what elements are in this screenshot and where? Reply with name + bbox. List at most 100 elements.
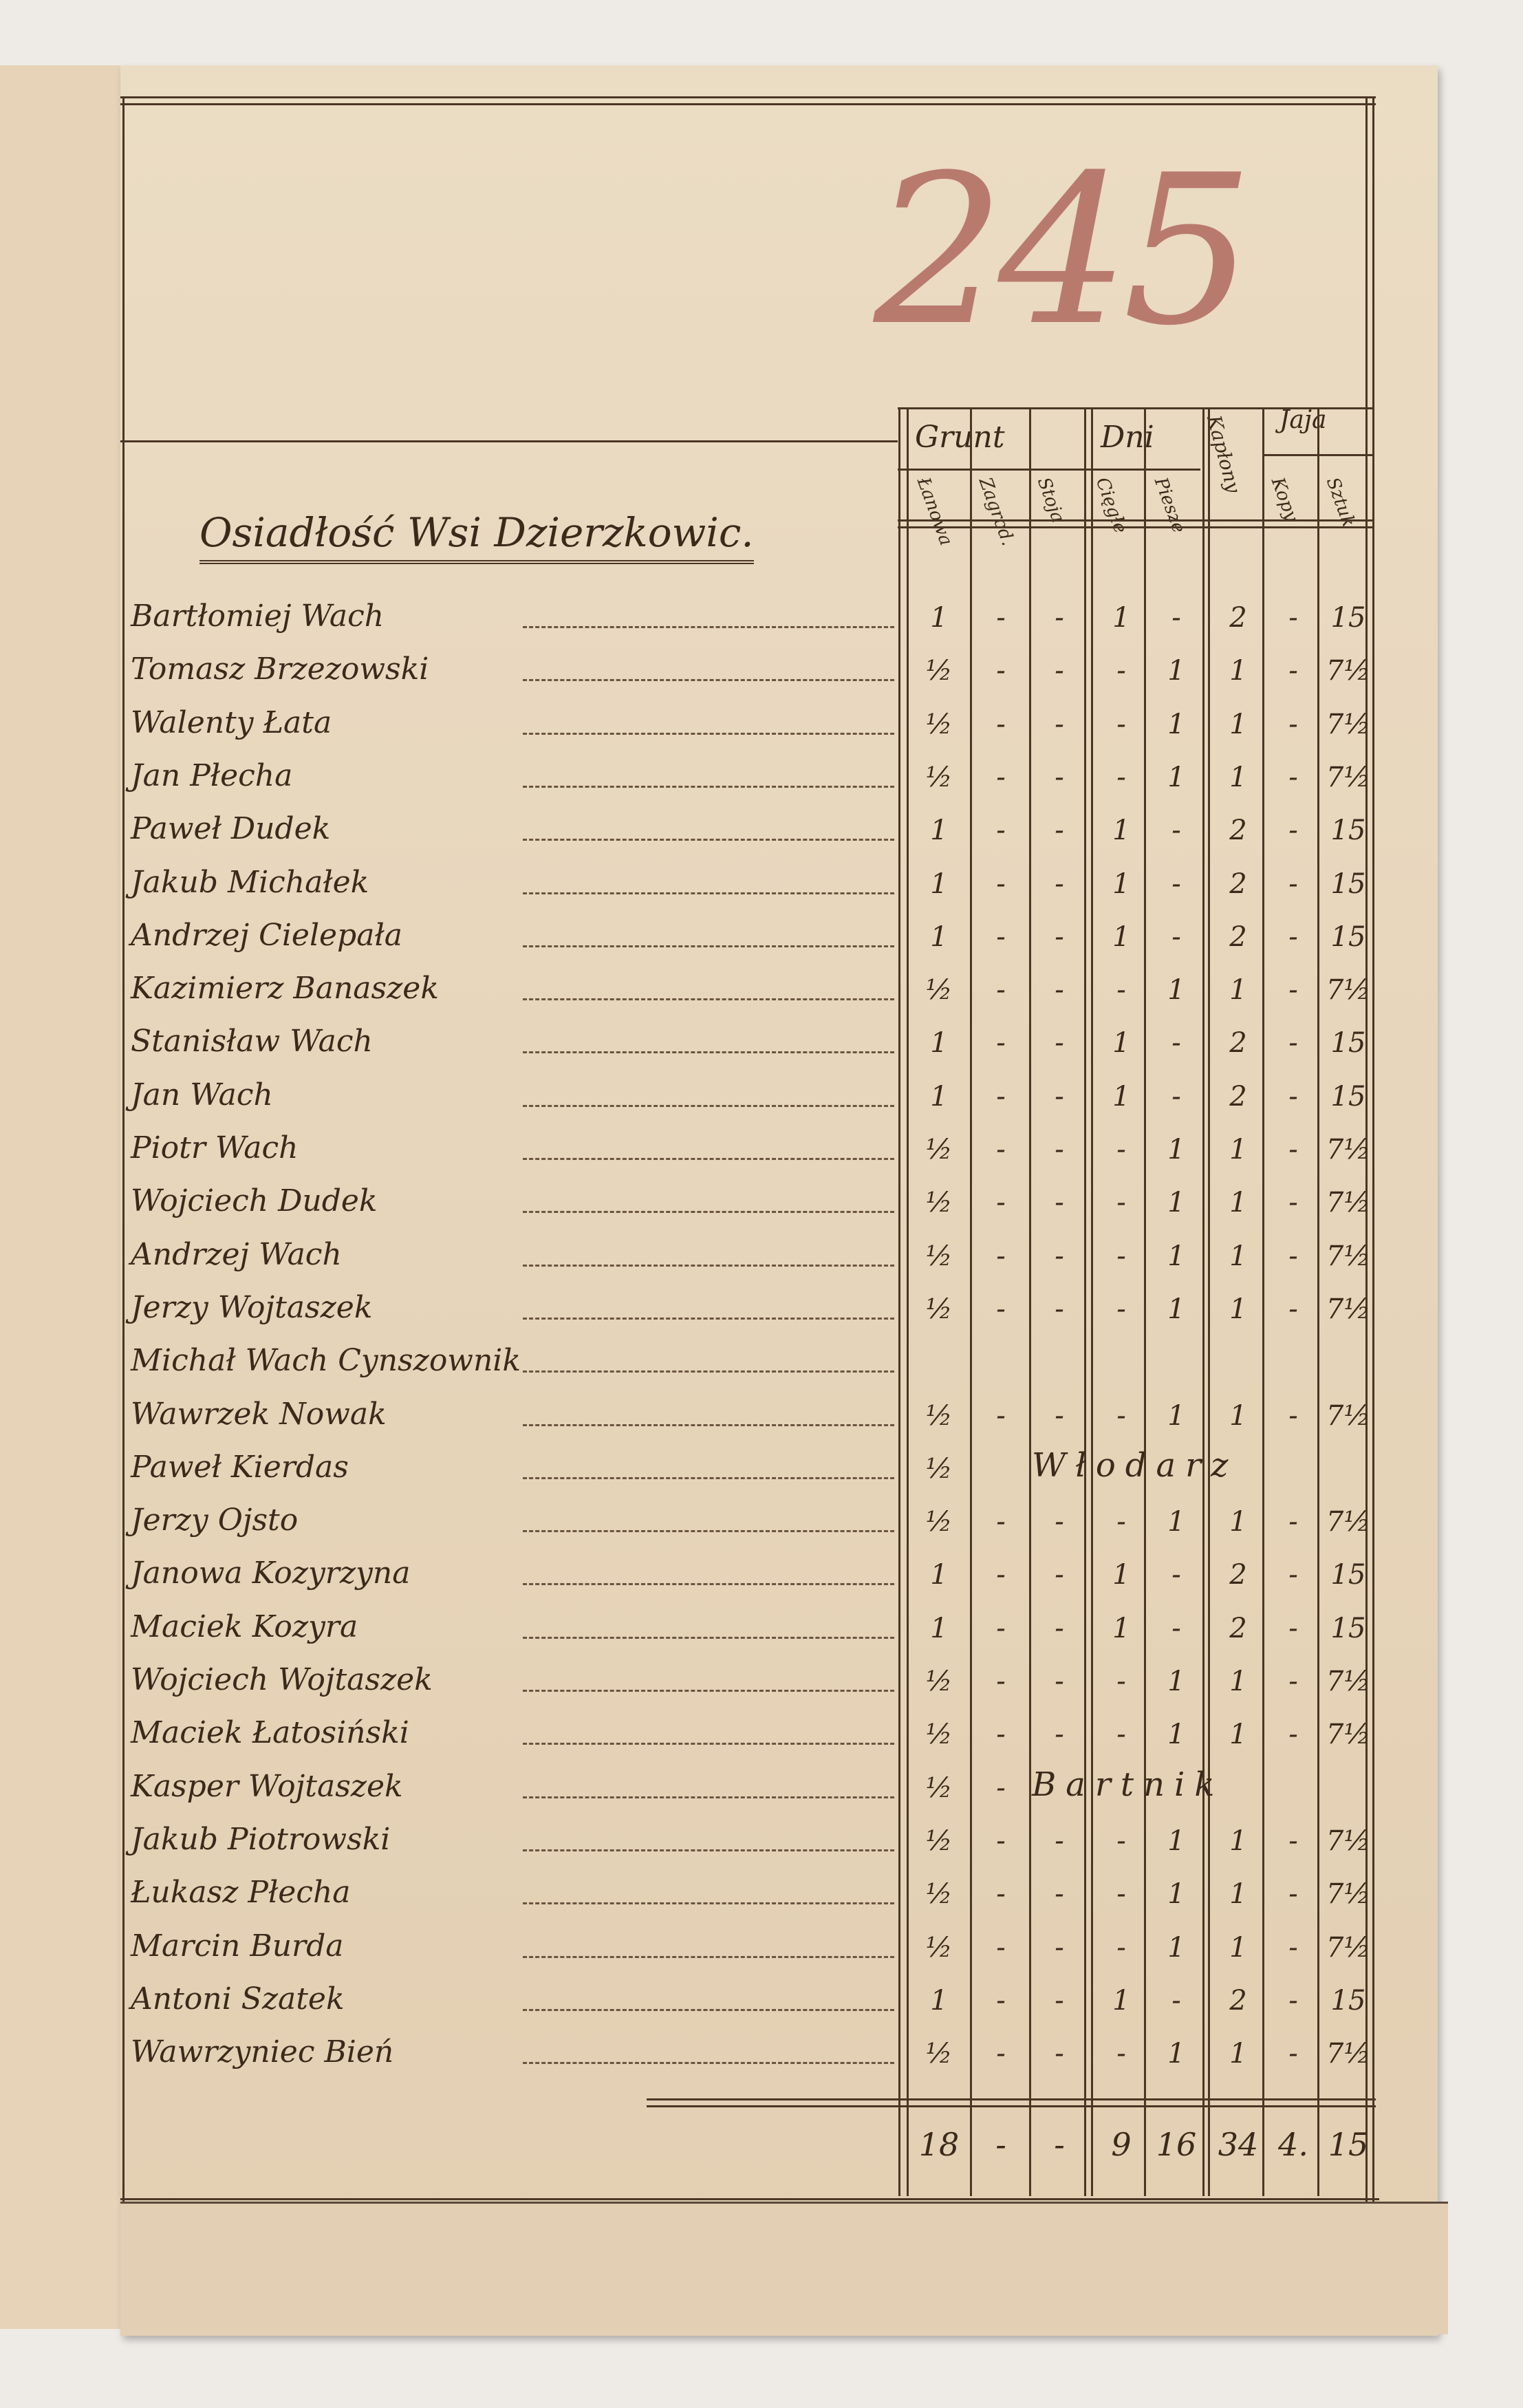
cell-stoja: - <box>1055 2038 1064 2070</box>
cell-cięgłe: - <box>1116 1399 1126 1432</box>
cell-łanowa: 1 <box>930 868 948 900</box>
cell-stoja: - <box>1055 1293 1064 1325</box>
cell-zagrod: - <box>996 1080 1006 1112</box>
page-number: 245 <box>874 131 1254 371</box>
cell-stoja: - <box>1055 1134 1064 1165</box>
cell-zagrod: - <box>996 1719 1006 1751</box>
cell-sztuk: - <box>1288 1080 1298 1112</box>
cell-łanowa: ½ <box>925 1452 953 1485</box>
resident-name: Jakub Piotrowski <box>131 1821 391 1857</box>
cell-piesze: 1 <box>1167 1293 1185 1325</box>
header-grunt: Grunt <box>915 420 1005 455</box>
cell-sztuk: 7½ <box>1326 1506 1371 1538</box>
cell-sztuk: 7½ <box>1326 761 1371 793</box>
cell-łanowa: 1 <box>930 1027 948 1060</box>
cell-zagrod: - <box>996 1878 1006 1911</box>
cell-łanowa: ½ <box>925 1772 953 1804</box>
cell-sztuk: 7½ <box>1326 1293 1371 1325</box>
leader-dashes <box>523 1158 894 1160</box>
cell-piesze: 1 <box>1167 1506 1185 1538</box>
header-bottom-inner <box>898 526 1372 528</box>
cell-kopy: 1 <box>1229 655 1247 687</box>
cell-łanowa: ½ <box>925 974 953 1007</box>
cell-cięgłe: - <box>1116 1293 1126 1325</box>
cell-piesze: - <box>1171 1612 1181 1644</box>
leader-dashes <box>523 785 894 788</box>
resident-name: Stanisław Wach <box>131 1024 373 1060</box>
cell-stoja: - <box>1055 1559 1064 1591</box>
resident-name: Wawrzyniec Bień <box>131 2034 394 2070</box>
cell-zagrod: - <box>996 1240 1006 1272</box>
cell-sztuk: - <box>1288 602 1298 634</box>
row-note: Bartnik <box>1032 1765 1224 1804</box>
column-line <box>1262 407 1264 2196</box>
cell-łanowa: ½ <box>925 1399 953 1432</box>
total-cell: 4. <box>1278 2126 1308 2163</box>
cell-łanowa: 1 <box>930 1080 948 1112</box>
header-rule-left <box>120 440 898 442</box>
leader-dashes <box>523 1955 894 1958</box>
cell-łanowa: 1 <box>930 1612 948 1644</box>
column-line <box>1084 407 1086 2196</box>
column-line <box>1091 407 1093 2196</box>
cell-sztuk: 7½ <box>1326 1878 1371 1911</box>
cell-sztuk: - <box>1288 1931 1298 1964</box>
leader-dashes <box>523 1902 894 1905</box>
cell-sztuk: - <box>1288 2038 1298 2070</box>
leader-dashes <box>523 839 894 841</box>
cell-sztuk: - <box>1288 1399 1298 1432</box>
cell-sztuk: - <box>1288 1240 1298 1272</box>
cell-zagrod: - <box>996 1612 1006 1644</box>
cell-sztuk: 15 <box>1330 1984 1366 2017</box>
cell-łanowa: 1 <box>930 815 948 847</box>
resident-name: Walenty Łata <box>131 705 332 740</box>
cell-cięgłe: 1 <box>1112 1612 1130 1644</box>
cell-stoja: - <box>1055 655 1064 687</box>
cell-zagrod: - <box>996 2038 1006 2070</box>
cell-łanowa: ½ <box>925 1931 953 1964</box>
cell-sztuk: - <box>1288 921 1298 953</box>
cell-sztuk: - <box>1288 708 1298 740</box>
leader-dashes <box>523 892 894 894</box>
cell-sztuk: 7½ <box>1326 1240 1371 1272</box>
resident-name: Wawrzek Nowak <box>131 1396 387 1432</box>
cell-stoja: - <box>1055 1931 1064 1964</box>
cell-kopy: 1 <box>1229 1293 1247 1325</box>
cell-cięgłe: - <box>1116 708 1126 740</box>
cell-stoja: - <box>1055 1240 1064 1272</box>
cell-łanowa: ½ <box>925 1293 953 1325</box>
resident-name: Maciek Łatosiński <box>131 1715 409 1751</box>
resident-name: Marcin Burda <box>131 1928 344 1964</box>
cell-kopy: 1 <box>1229 1399 1247 1432</box>
leader-dashes <box>523 1743 894 1745</box>
resident-name: Kazimierz Banaszek <box>131 971 439 1007</box>
cell-sztuk: 7½ <box>1326 1134 1371 1165</box>
cell-cięgłe: - <box>1116 655 1126 687</box>
cell-łanowa: ½ <box>925 1240 953 1272</box>
cell-cięgłe: 1 <box>1112 921 1130 953</box>
cell-stoja: - <box>1055 1878 1064 1911</box>
cell-cięgłe: - <box>1116 1825 1126 1857</box>
cell-kopy: 1 <box>1229 974 1247 1007</box>
total-cell: 16 <box>1156 2126 1197 2163</box>
cell-cięgłe: - <box>1116 2038 1126 2070</box>
leader-dashes <box>523 998 894 1001</box>
cell-kopy: 2 <box>1229 1984 1247 2017</box>
cell-łanowa: ½ <box>925 1134 953 1165</box>
frame-bottom <box>120 2198 1379 2200</box>
cell-łanowa: ½ <box>925 1187 953 1219</box>
cell-sztuk: - <box>1288 655 1298 687</box>
resident-name: Jerzy Wojtaszek <box>131 1289 373 1325</box>
resident-name: Paweł Kierdas <box>131 1449 349 1485</box>
cell-kopy: 1 <box>1229 1506 1247 1538</box>
cell-sztuk: 15 <box>1330 921 1366 953</box>
resident-name: Michał Wach Cynszownik <box>131 1343 521 1379</box>
cell-sztuk: 7½ <box>1326 1399 1371 1432</box>
leader-dashes <box>523 1051 894 1054</box>
cell-piesze: 1 <box>1167 1187 1185 1219</box>
header-bottom <box>898 519 1372 522</box>
resident-name: Piotr Wach <box>131 1130 299 1165</box>
cell-łanowa: ½ <box>925 708 953 740</box>
cell-sztuk: - <box>1288 974 1298 1007</box>
leader-dashes <box>523 1104 894 1107</box>
